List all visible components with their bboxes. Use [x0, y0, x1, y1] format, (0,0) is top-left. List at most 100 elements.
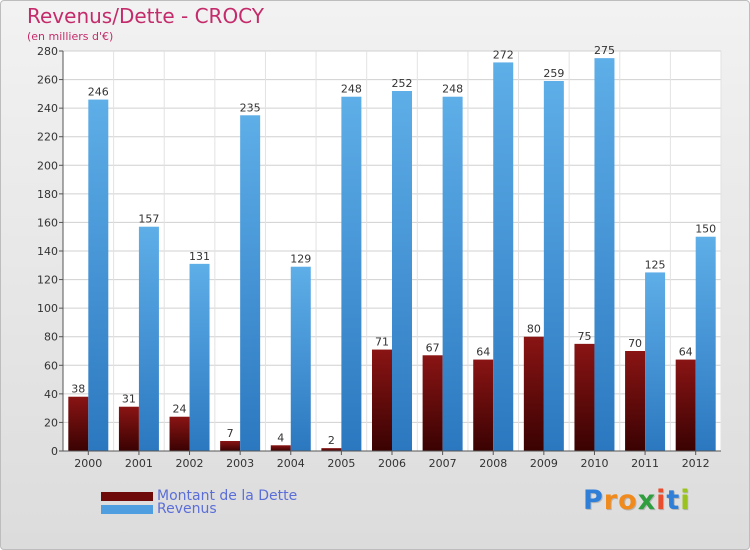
- logo-letter: P: [583, 485, 604, 516]
- bar-revenus: [138, 226, 159, 451]
- bar-dette: [473, 359, 494, 451]
- bar-dette: [118, 406, 139, 451]
- bars: [68, 58, 716, 452]
- x-tick-label: 2003: [226, 457, 254, 470]
- bar-dette: [625, 351, 646, 451]
- bar-revenus: [341, 96, 362, 451]
- x-tick-label: 2005: [327, 457, 355, 470]
- bar-revenus: [543, 81, 564, 451]
- value-label-dette: 31: [122, 393, 136, 406]
- x-tick-label: 2000: [74, 457, 102, 470]
- axes: [59, 50, 721, 455]
- legend-item-revenus: Revenus: [101, 502, 217, 516]
- y-tick-label: 140: [37, 245, 58, 258]
- y-tick-label: 120: [37, 274, 58, 287]
- value-label-dette: 70: [628, 337, 642, 350]
- value-label-dette: 7: [227, 427, 234, 440]
- chart-subtitle: (en milliers d'€): [27, 30, 114, 43]
- value-label-revenus: 235: [240, 101, 261, 114]
- bar-dette: [321, 448, 342, 451]
- bar-revenus: [88, 99, 109, 452]
- value-label-dette: 80: [527, 323, 541, 336]
- logo-letter: r: [603, 485, 619, 516]
- value-label-dette: 64: [679, 346, 693, 359]
- y-tick-label: 160: [37, 216, 58, 229]
- bar-dette: [220, 441, 241, 451]
- y-tick-label: 100: [37, 302, 58, 315]
- x-tick-label: 2011: [631, 457, 659, 470]
- x-tick-label: 2001: [125, 457, 153, 470]
- y-tick-label: 280: [37, 45, 58, 58]
- x-tick-label: 2002: [176, 457, 204, 470]
- proxiti-logo: Proxiti: [583, 485, 691, 516]
- value-label-revenus: 246: [88, 86, 109, 99]
- y-tick-label: 200: [37, 159, 58, 172]
- value-label-revenus: 252: [392, 77, 413, 90]
- bar-revenus: [392, 91, 412, 451]
- x-tick-label: 2010: [580, 457, 608, 470]
- x-tick-label: 2004: [277, 457, 305, 470]
- bar-dette: [523, 336, 544, 451]
- value-label-dette: 2: [328, 434, 335, 447]
- logo-letter: t: [666, 485, 681, 516]
- bar-dette: [372, 349, 392, 451]
- y-tick-label: 80: [44, 331, 58, 344]
- logo-letter: o: [618, 485, 638, 516]
- bar-dette: [574, 343, 595, 451]
- bar-revenus: [240, 115, 261, 452]
- y-tick-label: 260: [37, 74, 58, 87]
- y-tick-label: 0: [51, 445, 58, 458]
- value-label-revenus: 131: [189, 250, 210, 263]
- value-label-revenus: 248: [341, 83, 362, 96]
- bar-dette: [422, 355, 443, 451]
- bar-dette: [270, 445, 291, 451]
- chart-title: Revenus/Dette - CROCY: [27, 4, 265, 28]
- value-label-dette: 67: [426, 341, 440, 354]
- value-label-dette: 75: [577, 330, 591, 343]
- y-tick-label: 220: [37, 131, 58, 144]
- bar-revenus: [189, 263, 210, 451]
- logo-letter: i: [656, 485, 667, 516]
- bar-dette: [675, 359, 696, 451]
- x-tick-label: 2007: [429, 457, 457, 470]
- value-label-dette: 71: [375, 336, 389, 349]
- value-label-revenus: 248: [442, 83, 463, 96]
- bar-revenus: [695, 236, 716, 451]
- value-label-revenus: 259: [543, 67, 564, 80]
- logo-letter: x: [637, 485, 657, 516]
- value-label-revenus: 150: [695, 223, 716, 236]
- bar-revenus: [290, 266, 311, 451]
- x-tick-label: 2012: [682, 457, 710, 470]
- legend-label-revenus: Revenus: [157, 501, 217, 517]
- value-label-revenus: 157: [138, 213, 159, 226]
- bar-revenus: [493, 62, 514, 452]
- y-tick-label: 40: [44, 388, 58, 401]
- bar-revenus: [442, 96, 463, 451]
- x-tick-label: 2006: [378, 457, 406, 470]
- value-label-dette: 24: [173, 403, 187, 416]
- y-tick-label: 20: [44, 416, 58, 429]
- bar-dette: [169, 416, 190, 451]
- legend-item-dette: Montant de la Dette: [101, 489, 297, 503]
- value-label-revenus: 129: [290, 253, 311, 266]
- bar-revenus: [645, 272, 666, 451]
- labels: 0204060801001201401601802002202402602803…: [37, 44, 716, 470]
- legend-swatch-dette: [101, 491, 153, 501]
- x-tick-label: 2008: [479, 457, 507, 470]
- bar-revenus: [594, 58, 615, 452]
- bar-dette: [68, 396, 89, 451]
- value-label-revenus: 275: [594, 44, 615, 57]
- logo-letter: i: [680, 485, 691, 516]
- y-tick-label: 180: [37, 188, 58, 201]
- value-label-dette: 38: [71, 383, 85, 396]
- value-label-revenus: 272: [493, 48, 514, 61]
- y-tick-label: 60: [44, 359, 58, 372]
- value-label-revenus: 125: [645, 258, 666, 271]
- x-tick-label: 2009: [530, 457, 558, 470]
- legend-label-dette: Montant de la Dette: [157, 488, 298, 504]
- y-tick-label: 240: [37, 102, 58, 115]
- legend-swatch-revenus: [101, 504, 153, 514]
- value-label-dette: 4: [277, 431, 284, 444]
